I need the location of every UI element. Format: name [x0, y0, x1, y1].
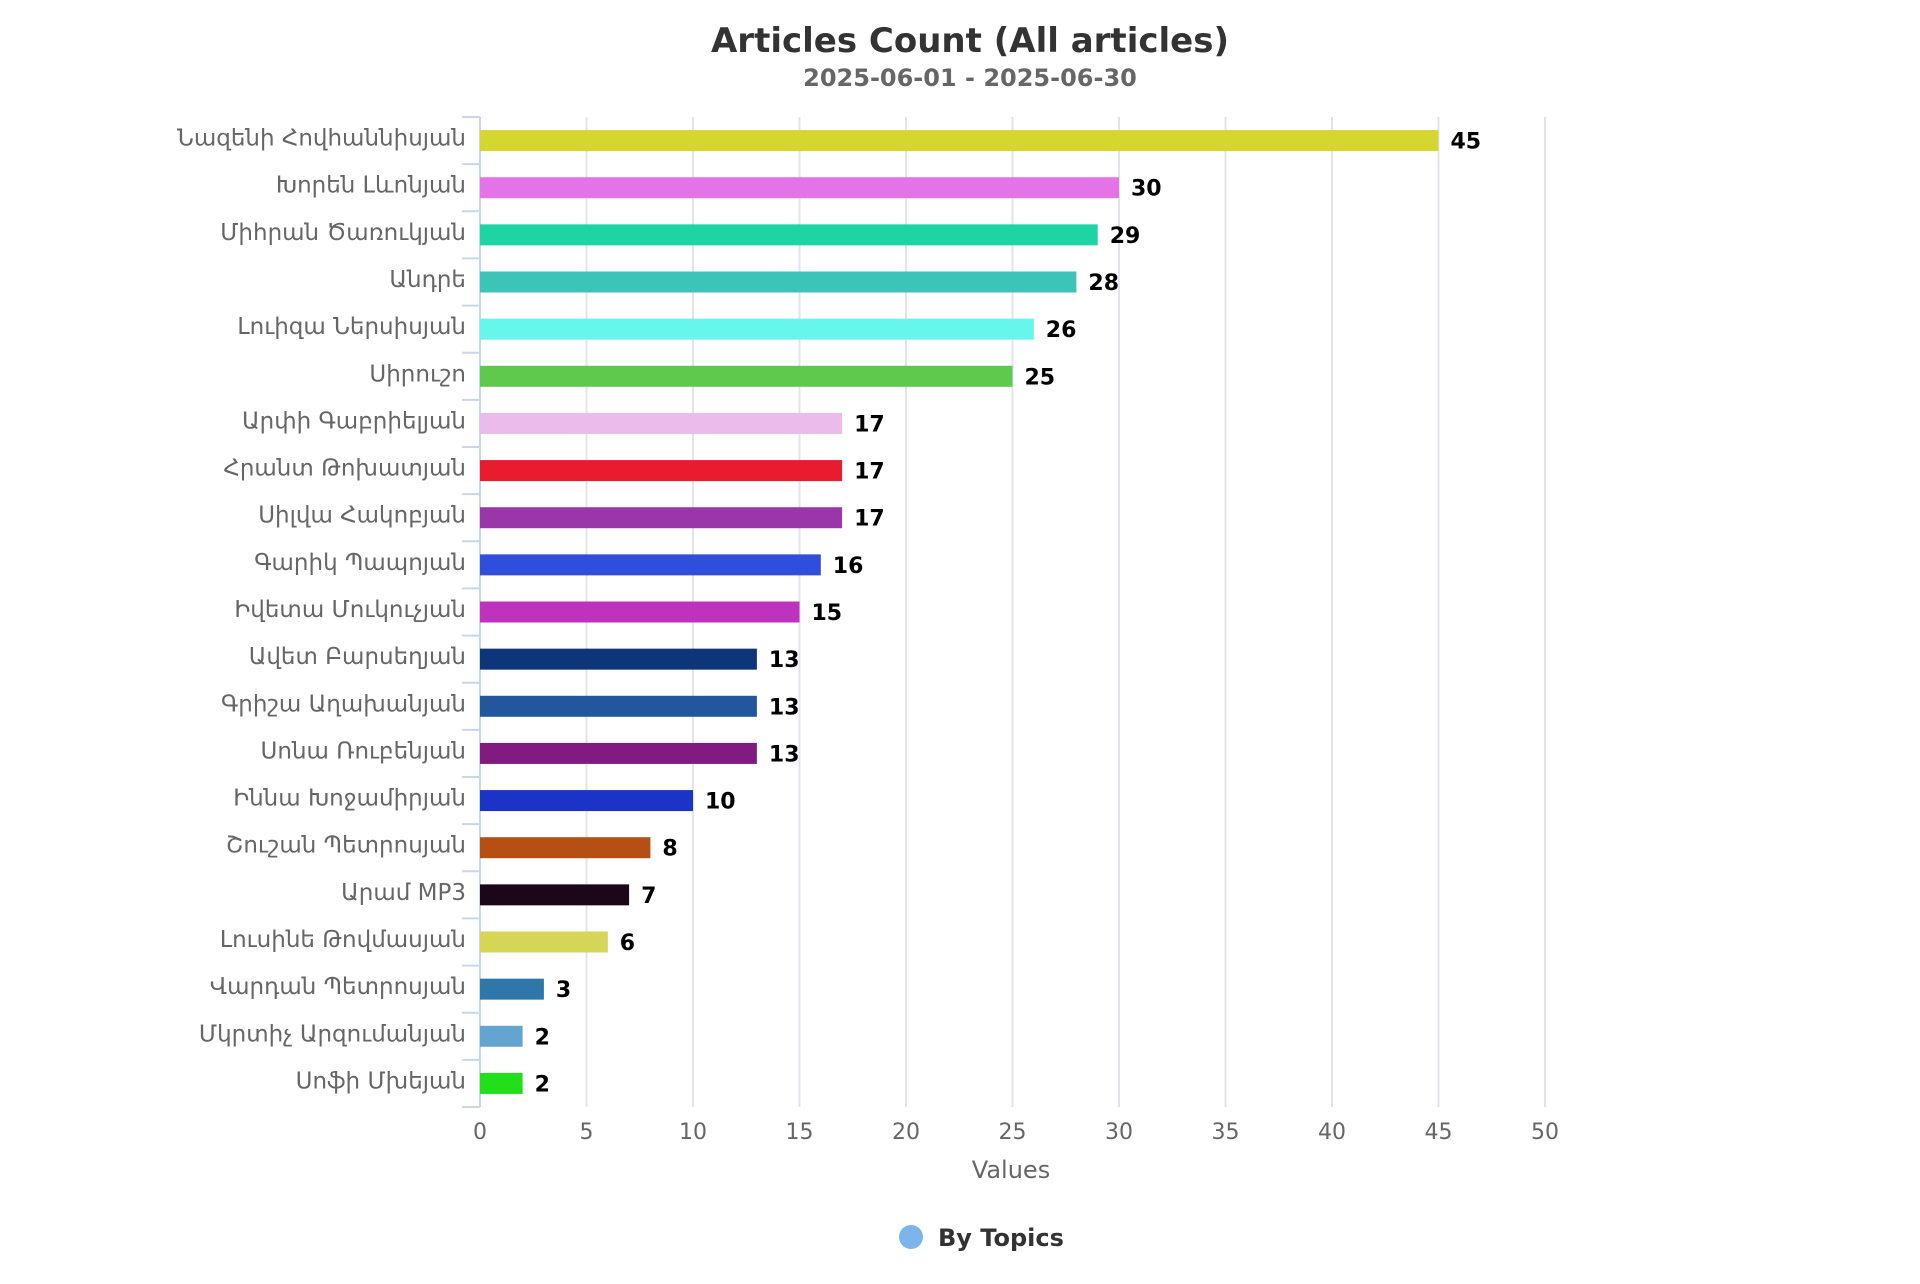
bar[interactable]	[480, 1025, 523, 1047]
bars	[480, 130, 1439, 1094]
bar[interactable]	[480, 460, 843, 482]
x-axis-ticks: 0 5 10 15 20 25 30 35 40 45 50	[473, 1120, 1559, 1145]
data-label: 13	[769, 695, 800, 720]
data-label: 26	[1046, 318, 1077, 343]
x-tick-label: 35	[1212, 1120, 1240, 1145]
bar[interactable]	[480, 365, 1013, 387]
category-label: Իննա Խոջամիրյան	[233, 786, 466, 812]
x-tick-label: 15	[786, 1120, 814, 1145]
data-label: 30	[1131, 177, 1162, 202]
data-label: 29	[1110, 224, 1141, 249]
data-label: 2	[535, 1025, 550, 1050]
data-label: 7	[641, 884, 656, 909]
data-label: 17	[854, 507, 885, 532]
x-tick-label: 50	[1531, 1120, 1559, 1145]
x-tick-label: 45	[1425, 1120, 1453, 1145]
x-tick-label: 40	[1318, 1120, 1346, 1145]
data-label: 3	[556, 978, 571, 1003]
category-label: Անդրե	[389, 267, 466, 293]
data-label: 17	[854, 460, 885, 485]
bar[interactable]	[480, 884, 630, 906]
chart-title: Articles Count (All articles)	[711, 21, 1229, 61]
x-tick-label: 10	[679, 1120, 707, 1145]
bar[interactable]	[480, 601, 800, 623]
data-label: 6	[620, 931, 635, 956]
legend-marker	[899, 1225, 923, 1249]
bar[interactable]	[480, 837, 651, 859]
x-tick-label: 25	[999, 1120, 1027, 1145]
x-tick-label: 20	[892, 1120, 920, 1145]
category-label: Իվետա Մուկուչյան	[234, 597, 466, 623]
bar[interactable]	[480, 695, 757, 717]
bar[interactable]	[480, 507, 843, 529]
category-label: Խորեն Լևոնյան	[276, 173, 466, 199]
bar[interactable]	[480, 742, 757, 764]
category-label: Սիրուշո	[369, 361, 466, 387]
category-label: Միհրան Ծառուկյան	[220, 220, 466, 246]
bar[interactable]	[480, 931, 608, 953]
data-label: 2	[535, 1072, 550, 1097]
data-label: 13	[769, 648, 800, 673]
bar[interactable]	[480, 554, 821, 576]
data-label: 28	[1088, 271, 1119, 296]
category-label: Արփի Գաբրիելյան	[242, 408, 466, 434]
data-label: 8	[662, 837, 677, 862]
data-label: 15	[812, 601, 843, 626]
category-label: Հրանտ Թոխատյան	[223, 456, 466, 482]
category-label: Մկրտիչ Արզումանյան	[199, 1021, 466, 1047]
category-label: Գարիկ Պապոյան	[254, 550, 466, 576]
chart-subtitle: 2025-06-01 - 2025-06-30	[803, 64, 1137, 92]
data-label: 17	[854, 412, 885, 437]
category-label: Սիլվա Հակոբյան	[258, 503, 466, 529]
category-label: Սոֆի Մխեյան	[296, 1068, 466, 1094]
x-tick-label: 5	[580, 1120, 594, 1145]
category-labels: Նազենի Հովհաննիսյան Խորեն Լևոնյան Միհրան Ծ…	[177, 126, 466, 1095]
category-label: Սոնա Ռուբենյան	[261, 738, 466, 764]
data-label: 10	[705, 790, 736, 815]
category-label: Լուիզա Ներսիսյան	[237, 314, 466, 340]
bar[interactable]	[480, 271, 1077, 293]
x-axis-title: Values	[972, 1156, 1050, 1184]
x-tick-label: 0	[473, 1120, 487, 1145]
bar[interactable]	[480, 318, 1034, 340]
legend[interactable]: By Topics	[899, 1224, 1064, 1252]
category-label: Լուսինե Թովմասյան	[220, 927, 466, 953]
category-label: Շուշան Պետրոսյան	[226, 833, 466, 859]
data-label: 25	[1025, 365, 1056, 390]
bar[interactable]	[480, 648, 757, 670]
bar[interactable]	[480, 224, 1098, 246]
legend-label: By Topics	[938, 1224, 1064, 1252]
bar[interactable]	[480, 412, 843, 434]
x-tick-label: 30	[1105, 1120, 1133, 1145]
category-label: Գրիշա Աղախանյան	[221, 691, 466, 717]
category-label: Արամ MP3	[341, 880, 466, 906]
category-label: Ավետ Բարսեղյան	[249, 644, 466, 670]
bar[interactable]	[480, 1072, 523, 1094]
bar[interactable]	[480, 978, 544, 1000]
data-label: 13	[769, 742, 800, 767]
category-label: Վարդան Պետրոսյան	[210, 974, 466, 1000]
data-label: 16	[833, 554, 864, 579]
bar[interactable]	[480, 790, 693, 812]
bar[interactable]	[480, 177, 1119, 199]
data-label: 45	[1451, 130, 1482, 155]
bar[interactable]	[480, 130, 1439, 152]
category-label: Նազենի Հովհաննիսյան	[177, 126, 466, 152]
